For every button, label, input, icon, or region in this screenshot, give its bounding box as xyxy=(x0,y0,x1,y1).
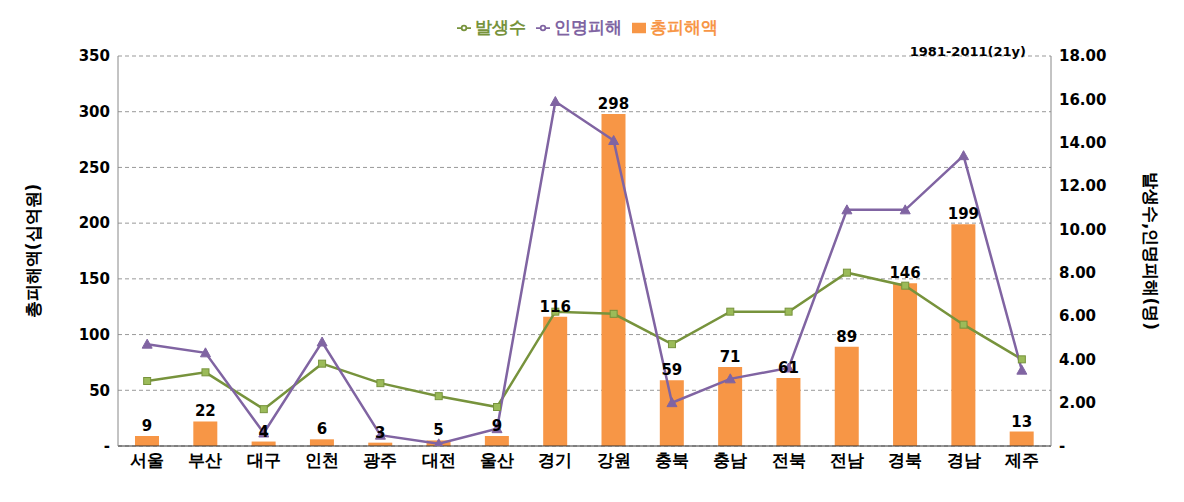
svg-text:71: 71 xyxy=(720,348,741,366)
svg-text:350: 350 xyxy=(79,47,110,65)
svg-text:13: 13 xyxy=(1011,413,1032,431)
html-text:총피해액: 총피해액 xyxy=(649,17,718,37)
svg-text:-: - xyxy=(104,437,110,455)
html-text:1981-2011(21y): 1981-2011(21y) xyxy=(909,44,1026,59)
svg-text:50: 50 xyxy=(89,382,110,400)
svg-text:부산: 부산 xyxy=(188,450,222,470)
svg-text:총피해액(십억원): 총피해액(십억원) xyxy=(23,184,43,319)
svg-text:4.00: 4.00 xyxy=(1059,351,1096,369)
svg-text:10.00: 10.00 xyxy=(1059,221,1106,239)
svg-text:89: 89 xyxy=(836,328,857,346)
svg-text:전남: 전남 xyxy=(830,450,864,470)
html-text:인명피해: 인명피해 xyxy=(553,17,622,37)
svg-text:충남: 충남 xyxy=(713,450,747,470)
svg-text:9: 9 xyxy=(142,417,152,435)
svg-text:경북: 경북 xyxy=(888,450,922,470)
svg-text:6: 6 xyxy=(317,420,327,438)
svg-text:충북: 충북 xyxy=(655,450,689,470)
svg-text:5: 5 xyxy=(433,421,443,439)
svg-text:298: 298 xyxy=(598,95,629,113)
svg-text:-: - xyxy=(1059,437,1065,455)
svg-text:3: 3 xyxy=(375,424,385,442)
svg-text:146: 146 xyxy=(889,264,920,282)
svg-text:제주: 제주 xyxy=(1004,450,1039,470)
svg-text:250: 250 xyxy=(79,159,110,177)
svg-text:116: 116 xyxy=(540,298,571,316)
svg-text:12.00: 12.00 xyxy=(1059,177,1106,195)
svg-text:200: 200 xyxy=(79,214,110,232)
svg-text:대구: 대구 xyxy=(247,450,281,470)
svg-text:9: 9 xyxy=(492,417,502,435)
svg-text:2.00: 2.00 xyxy=(1059,394,1096,412)
svg-text:광주: 광주 xyxy=(363,450,397,470)
html-text:발생수: 발생수 xyxy=(474,17,526,37)
svg-text:61: 61 xyxy=(778,359,799,377)
svg-text:4: 4 xyxy=(258,423,268,441)
svg-text:강원: 강원 xyxy=(597,450,631,470)
svg-text:199: 199 xyxy=(948,205,979,223)
svg-text:경기: 경기 xyxy=(538,450,572,470)
svg-text:대전: 대전 xyxy=(422,450,456,470)
svg-text:인천: 인천 xyxy=(305,450,339,470)
svg-text:8.00: 8.00 xyxy=(1059,264,1096,282)
svg-text:16.00: 16.00 xyxy=(1059,91,1106,109)
svg-text:6.00: 6.00 xyxy=(1059,307,1096,325)
svg-text:59: 59 xyxy=(661,361,682,379)
svg-text:경남: 경남 xyxy=(947,450,981,470)
svg-text:전북: 전북 xyxy=(772,450,806,470)
svg-text:22: 22 xyxy=(195,402,216,420)
svg-text:14.00: 14.00 xyxy=(1059,134,1106,152)
svg-text:300: 300 xyxy=(79,103,110,121)
svg-text:100: 100 xyxy=(79,326,110,344)
svg-text:18.00: 18.00 xyxy=(1059,47,1106,65)
svg-text:서울: 서울 xyxy=(130,450,164,470)
svg-text:발생수,인명피해(명): 발생수,인명피해(명) xyxy=(1141,172,1161,330)
svg-text:150: 150 xyxy=(79,270,110,288)
svg-text:울산: 울산 xyxy=(480,450,514,470)
